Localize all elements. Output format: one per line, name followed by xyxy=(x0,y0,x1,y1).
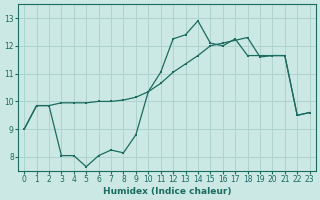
X-axis label: Humidex (Indice chaleur): Humidex (Indice chaleur) xyxy=(103,187,231,196)
